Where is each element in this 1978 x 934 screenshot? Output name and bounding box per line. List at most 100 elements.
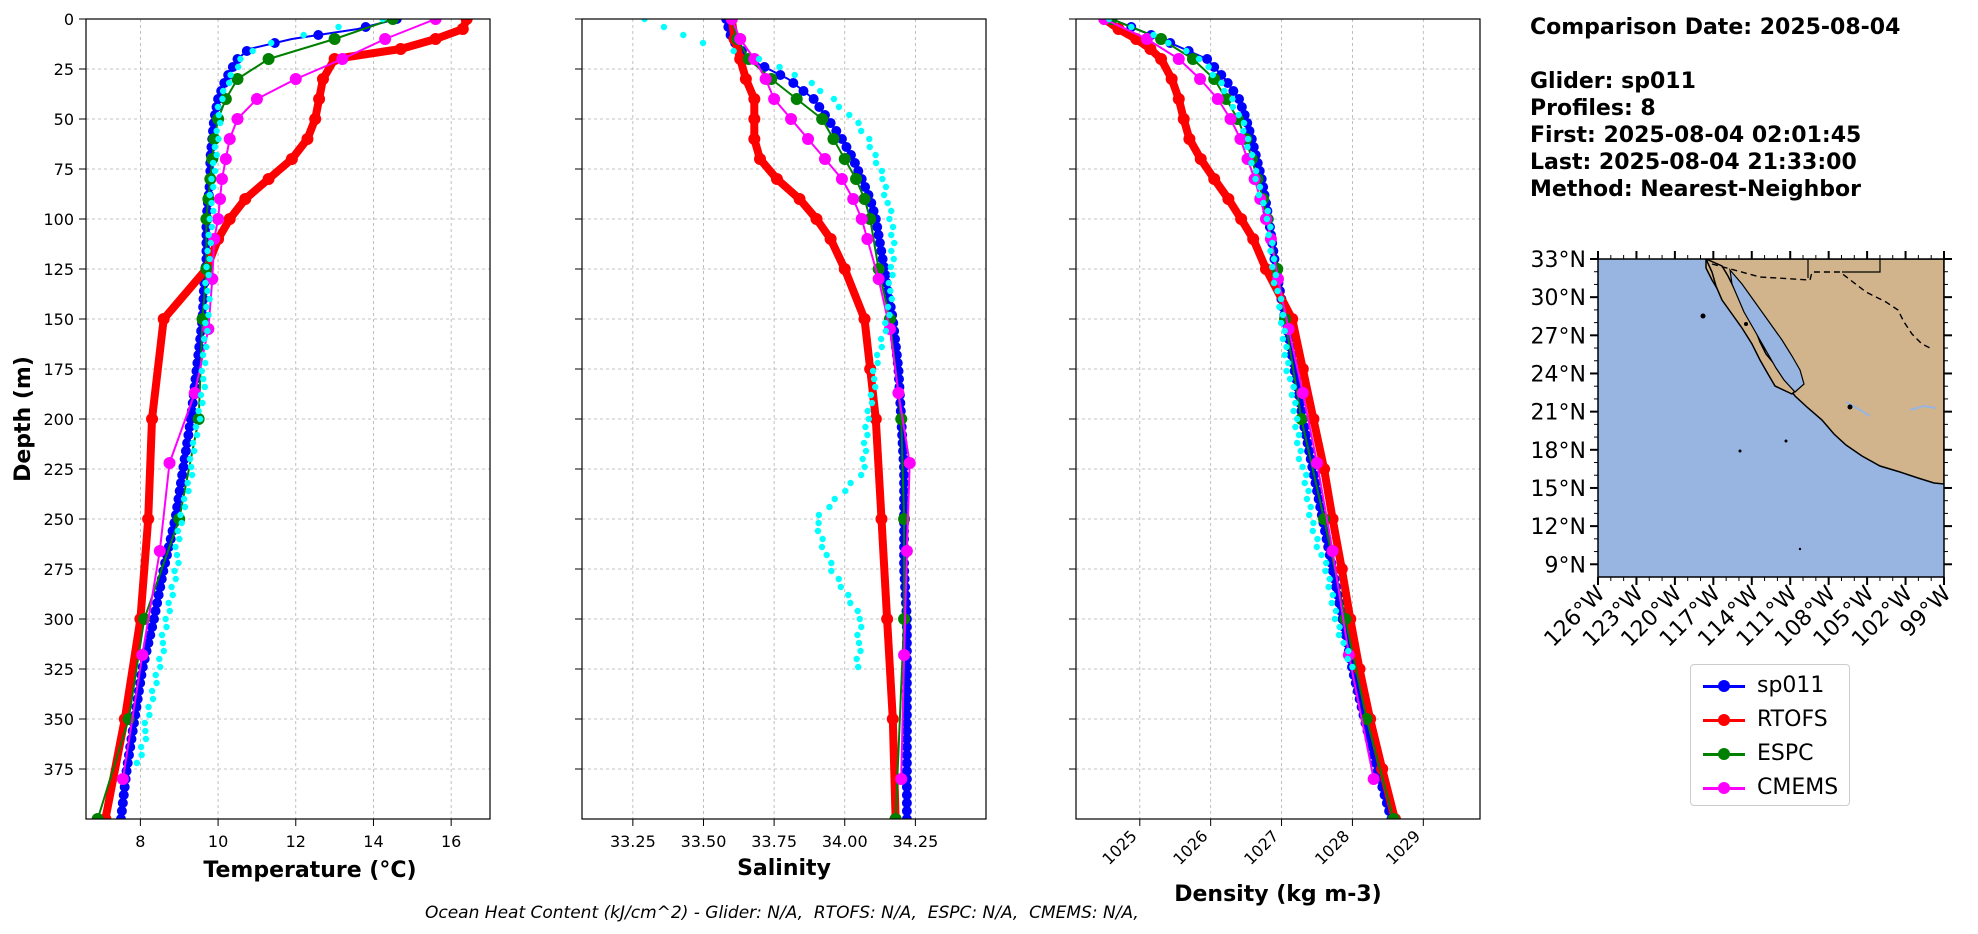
island — [1700, 313, 1706, 319]
temperature-glider-raw-point — [196, 415, 204, 423]
temperature-glider-raw-point — [149, 695, 157, 703]
temperature-sp011-marker — [180, 446, 191, 456]
temperature-glider-raw-point — [219, 95, 226, 103]
salinity-glider-raw-point — [641, 19, 648, 23]
salinity-glider-raw-point — [828, 559, 835, 567]
density-sp011-marker — [1248, 142, 1259, 152]
temperature-glider-raw-point — [192, 423, 200, 431]
temperature-sp011-marker — [153, 590, 164, 600]
temperature-glider-raw-point — [158, 631, 166, 639]
salinity-cmems-marker — [725, 19, 738, 25]
salinity-glider-raw-point — [835, 575, 842, 583]
temperature-sp011-marker — [241, 46, 252, 56]
density-espc-marker — [1155, 33, 1168, 45]
glider-name: Glider: sp011 — [1530, 69, 1696, 94]
density-glider-raw-point — [1286, 375, 1294, 383]
salinity-glider-raw-point — [853, 655, 860, 663]
state-line — [1807, 259, 1881, 278]
salinity-glider-raw-point — [814, 527, 822, 535]
temperature-glider-raw-point — [219, 87, 227, 95]
salinity-cmems-marker — [802, 133, 815, 145]
lat-tick-label: 18°N — [1531, 439, 1586, 464]
salinity-glider-raw-point — [855, 639, 863, 647]
latitude-tick-labels: 33°N 30°N 27°N 24°N 21°N 18°N 15°N 12°N 9°N — [1531, 248, 1952, 578]
salinity-sp011-marker — [876, 246, 887, 256]
temperature-glider-raw-point — [213, 127, 220, 135]
temperature-glider-raw-point — [204, 287, 211, 295]
density-glider-raw-point — [1293, 439, 1301, 447]
temperature-glider-raw-point — [168, 583, 175, 591]
density-glider-raw-point — [1128, 23, 1135, 31]
salinity-sp011-marker — [899, 470, 910, 480]
temperature-rtofs-marker — [142, 513, 155, 525]
temperature-glider-raw-point — [159, 639, 167, 647]
density-glider-raw-point — [1331, 615, 1339, 623]
temperature-glider-raw-point — [187, 463, 195, 471]
salinity-rtofs-marker — [748, 93, 761, 105]
temperature-glider-raw-point — [204, 247, 211, 255]
density-glider-raw-point — [1229, 95, 1236, 103]
salinity-sp011-marker — [901, 694, 912, 704]
salinity-glider-raw-point — [888, 207, 895, 215]
depth-tick-label: 125 — [43, 260, 74, 279]
salinity-glider-raw-point — [870, 375, 878, 383]
salinity-glider-raw-point — [890, 255, 897, 263]
temperature-glider-raw-point — [169, 591, 176, 599]
density-espc-marker — [1220, 93, 1233, 105]
salinity-sp011-marker — [836, 134, 847, 144]
temperature-x-tick-label: 10 — [208, 832, 228, 851]
first-time: First: 2025-08-04 02:01:45 — [1530, 123, 1862, 148]
salinity-glider-raw-point — [699, 39, 707, 47]
temperature-glider-raw-point — [186, 455, 194, 463]
temperature-sp011-marker — [184, 422, 195, 432]
salinity-glider-raw-point — [882, 319, 889, 327]
salinity-espc-marker — [858, 193, 871, 205]
density-glider-raw-point — [1318, 551, 1325, 559]
legend-marker — [1718, 782, 1730, 794]
salinity-espc-marker — [850, 173, 863, 185]
salinity-axis-label: Salinity — [737, 856, 831, 881]
salinity-sp011-marker — [899, 478, 910, 488]
temperature-espc-line — [96, 19, 394, 819]
salinity-glider-raw-point — [891, 239, 898, 247]
salinity-glider-raw-point — [872, 151, 879, 159]
salinity-sp011-marker — [901, 734, 912, 744]
legend-label: ESPC — [1757, 741, 1814, 766]
density-glider-raw-point — [1150, 31, 1157, 39]
density-axis-label: Density (kg m-3) — [1174, 882, 1382, 907]
salinity-sp011-marker — [901, 718, 912, 728]
salinity-sp011-marker — [874, 238, 885, 248]
density-glider-raw-point — [1345, 647, 1352, 655]
temperature-espc-marker — [231, 73, 244, 85]
temperature-glider-raw-point — [206, 191, 213, 199]
depth-tick-label: 50 — [54, 110, 74, 129]
temperature-sp011-marker — [177, 470, 188, 480]
temperature-glider-raw-point — [193, 431, 201, 439]
salinity-glider-raw-point — [865, 415, 872, 423]
island — [1738, 449, 1742, 453]
salinity-glider-raw-point — [882, 183, 890, 191]
temperature-glider-raw-point — [335, 23, 342, 31]
temperature-cmems-marker — [231, 113, 244, 125]
density-cmems-line — [1103, 19, 1375, 780]
temperature-glider-raw-point — [201, 383, 209, 391]
temperature-glider-raw-point — [166, 607, 173, 615]
density-glider-raw-point — [1323, 559, 1330, 567]
density-cmems-marker — [1211, 93, 1224, 105]
depth-tick-label: 275 — [43, 560, 74, 579]
salinity-sp011-marker — [901, 758, 912, 768]
salinity-cmems-line — [730, 19, 911, 780]
temperature-sp011-marker — [155, 582, 166, 592]
temperature-cmems-marker — [116, 773, 129, 785]
salinity-glider-raw-point — [860, 439, 868, 447]
temperature-glider-raw-point — [227, 71, 234, 79]
temperature-glider-raw-point — [379, 19, 386, 23]
density-espc-marker — [1186, 53, 1199, 65]
density-glider-raw-point — [1165, 39, 1172, 47]
salinity-rtofs-marker — [748, 113, 761, 125]
temperature-sp011-marker — [147, 622, 158, 632]
island — [1847, 404, 1853, 410]
temperature-glider-raw-point — [146, 711, 153, 719]
legend-item-cmems: CMEMS — [1699, 773, 1849, 803]
density-espc-marker — [1387, 813, 1400, 819]
